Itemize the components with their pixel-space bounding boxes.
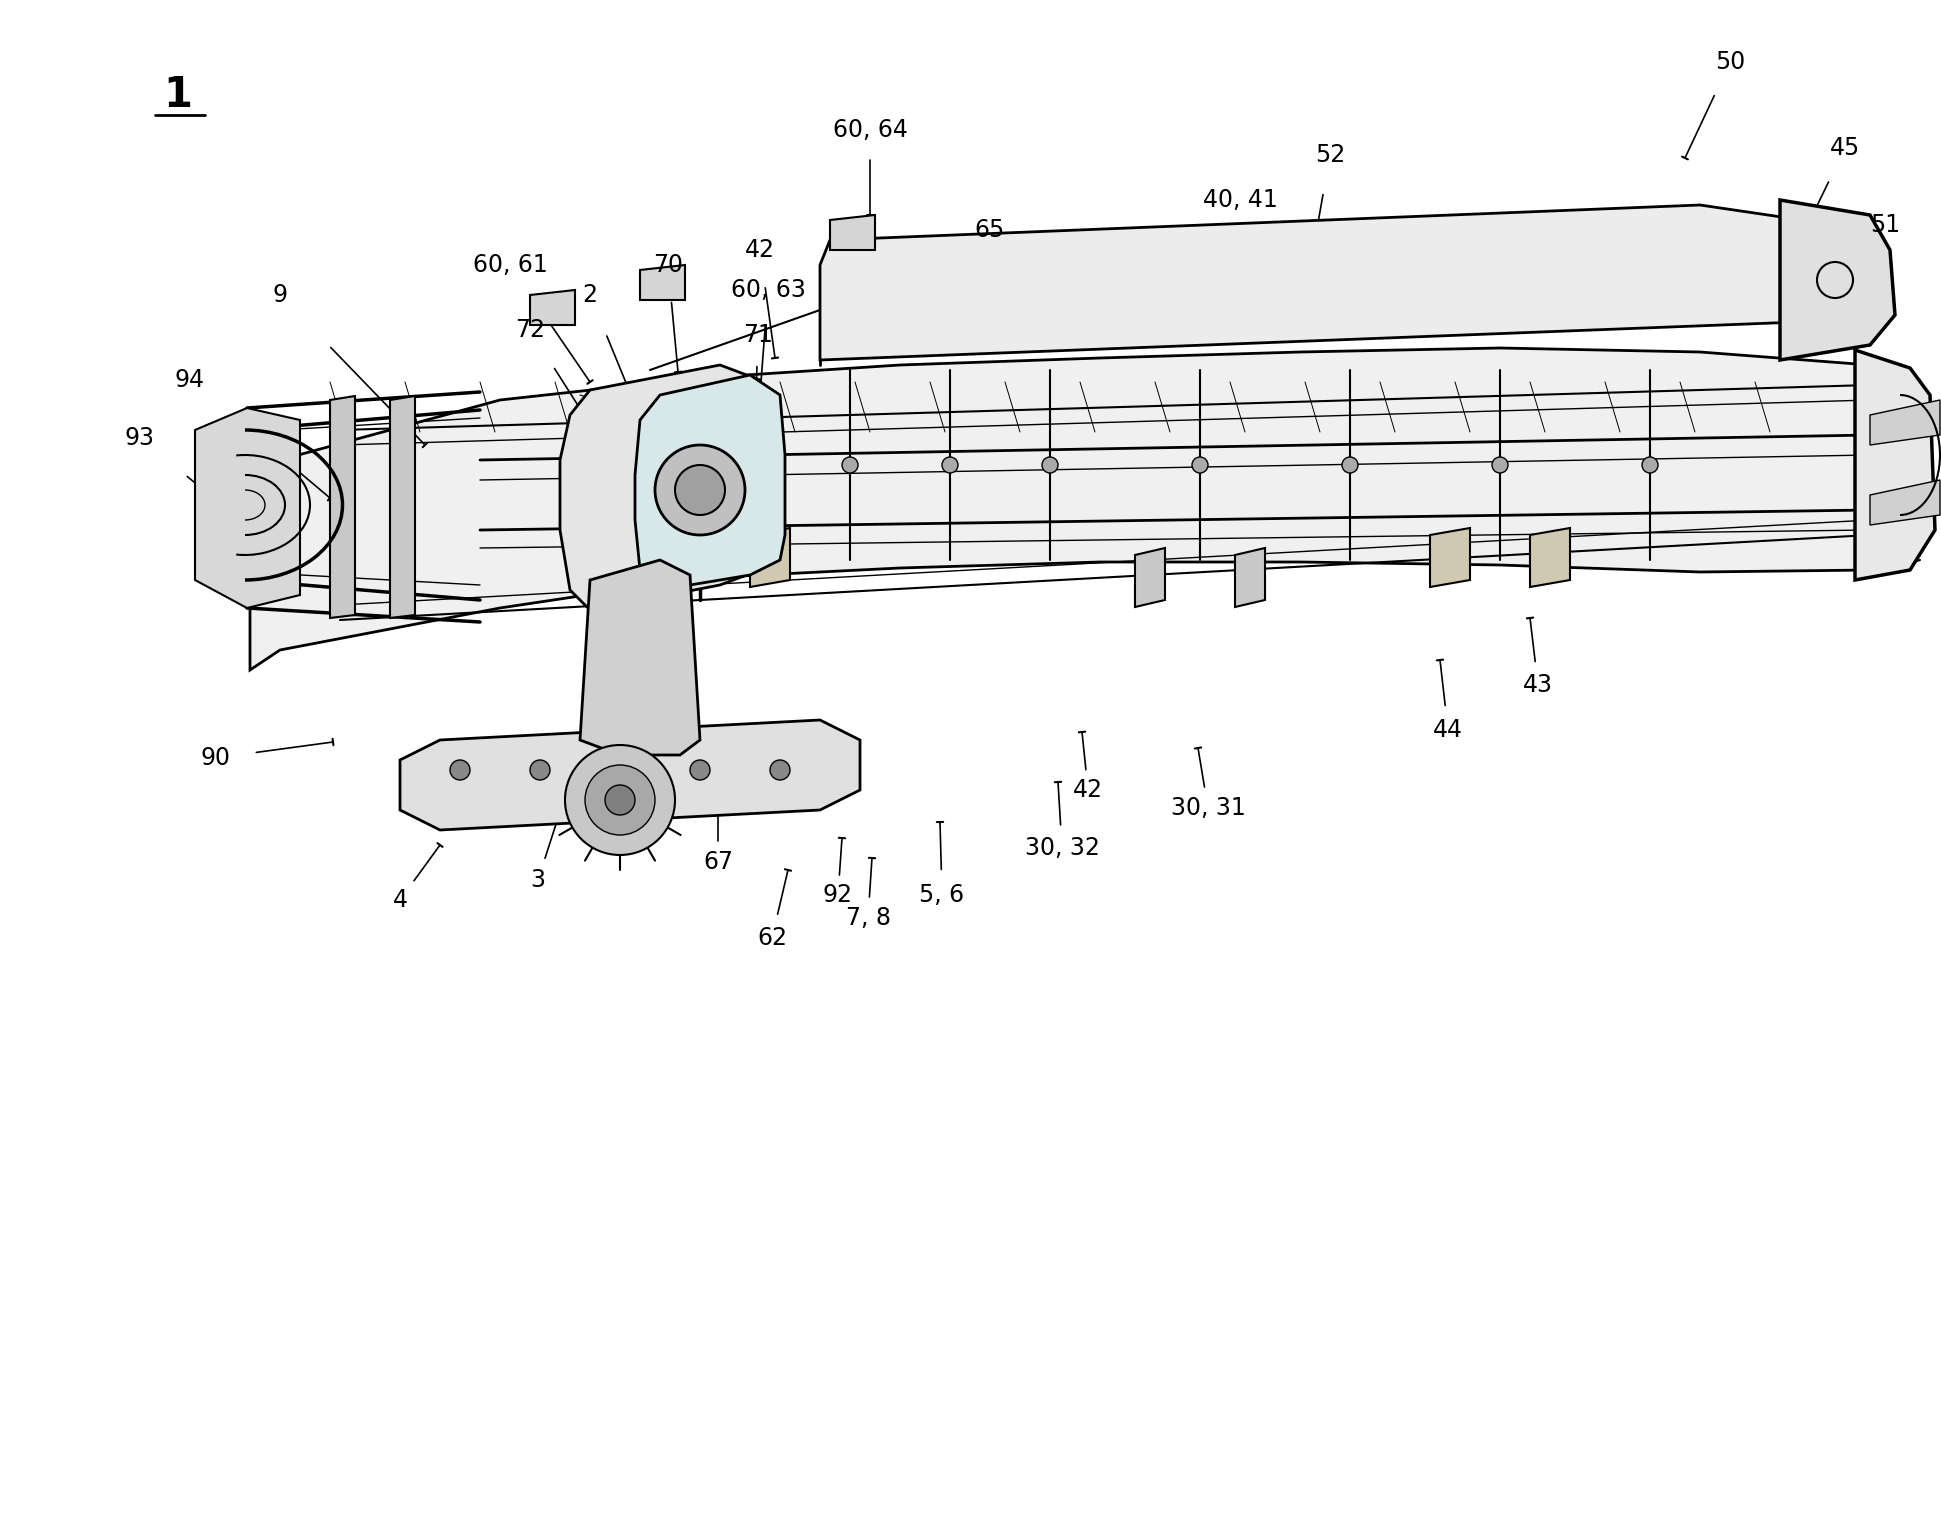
Polygon shape: [1780, 200, 1894, 360]
Polygon shape: [390, 396, 415, 619]
Text: 60, 63: 60, 63: [730, 279, 806, 302]
Text: 93: 93: [124, 426, 155, 449]
Circle shape: [842, 457, 858, 472]
Text: 9: 9: [272, 283, 287, 306]
Text: 30, 32: 30, 32: [1025, 836, 1099, 860]
Circle shape: [584, 765, 654, 836]
Text: 5, 6: 5, 6: [920, 883, 965, 906]
Circle shape: [1341, 457, 1359, 472]
Text: 44: 44: [1432, 719, 1464, 742]
Polygon shape: [250, 348, 1900, 669]
Text: 92: 92: [823, 883, 852, 906]
Text: 60, 61: 60, 61: [472, 252, 547, 277]
Circle shape: [1642, 457, 1658, 472]
Polygon shape: [1530, 528, 1570, 586]
Polygon shape: [749, 528, 790, 586]
Circle shape: [771, 760, 790, 780]
Circle shape: [1042, 457, 1058, 472]
Circle shape: [689, 760, 710, 780]
Text: 50: 50: [1716, 49, 1745, 74]
Polygon shape: [1856, 349, 1935, 580]
Text: 94: 94: [175, 368, 206, 392]
Text: 62: 62: [757, 926, 786, 950]
Circle shape: [530, 760, 549, 780]
Polygon shape: [330, 396, 355, 619]
Text: 52: 52: [1314, 143, 1345, 168]
Text: 40, 41: 40, 41: [1203, 188, 1277, 212]
Text: 3: 3: [530, 868, 545, 893]
Text: 43: 43: [1524, 673, 1553, 697]
Polygon shape: [1234, 548, 1266, 606]
Circle shape: [450, 760, 470, 780]
Polygon shape: [831, 215, 875, 249]
Text: 60, 64: 60, 64: [833, 119, 908, 142]
Text: 65: 65: [974, 219, 1005, 242]
Text: 4: 4: [392, 888, 408, 913]
Polygon shape: [1431, 528, 1469, 586]
Circle shape: [675, 465, 726, 516]
Text: 90: 90: [200, 746, 229, 770]
Polygon shape: [635, 376, 784, 589]
Text: 67: 67: [703, 850, 734, 874]
Circle shape: [609, 760, 631, 780]
Text: 7, 8: 7, 8: [846, 906, 891, 930]
Polygon shape: [580, 560, 701, 756]
Polygon shape: [1869, 400, 1939, 445]
Text: 42: 42: [1073, 779, 1102, 802]
Text: 30, 31: 30, 31: [1170, 796, 1246, 820]
Circle shape: [606, 785, 635, 816]
Polygon shape: [1869, 480, 1939, 525]
Polygon shape: [530, 289, 575, 325]
Text: 45: 45: [1830, 135, 1859, 160]
Circle shape: [1192, 457, 1207, 472]
Polygon shape: [561, 365, 780, 609]
Polygon shape: [194, 408, 301, 608]
Text: 1: 1: [163, 74, 192, 115]
Text: 51: 51: [1869, 212, 1900, 237]
Polygon shape: [641, 265, 685, 300]
Text: 2: 2: [582, 283, 598, 306]
Circle shape: [1493, 457, 1508, 472]
Text: 42: 42: [745, 239, 774, 262]
Text: 70: 70: [652, 252, 683, 277]
Circle shape: [941, 457, 959, 472]
Polygon shape: [819, 205, 1869, 360]
Polygon shape: [1135, 548, 1165, 606]
Circle shape: [565, 745, 675, 856]
Text: 72: 72: [514, 319, 545, 342]
Circle shape: [654, 445, 745, 536]
Polygon shape: [400, 720, 860, 830]
Text: 71: 71: [743, 323, 773, 346]
